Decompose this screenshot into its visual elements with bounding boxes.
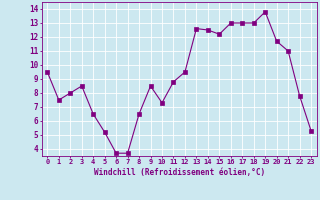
- X-axis label: Windchill (Refroidissement éolien,°C): Windchill (Refroidissement éolien,°C): [94, 168, 265, 177]
